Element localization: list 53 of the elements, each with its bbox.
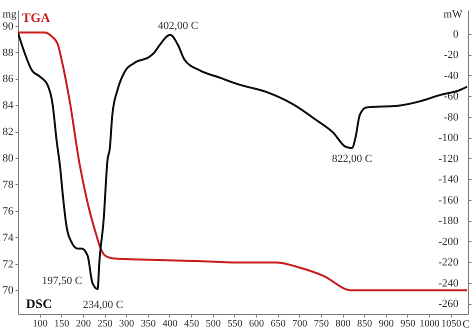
series-label: TGA (22, 10, 51, 25)
y-tick-label: 82 (2, 126, 14, 138)
y-tick-label: 88 (2, 46, 14, 59)
y-tick-label: 80 (2, 152, 14, 165)
x-tick-label: 200 (76, 318, 91, 329)
annotation: 402,00 C (158, 20, 198, 32)
x-tick-label: 1000 (420, 318, 440, 329)
x-tick-label: 100 (32, 318, 48, 329)
y-tick-label: 78 (2, 178, 14, 191)
x-tick-label: 450 (184, 318, 200, 329)
x-tick-label: 850 (357, 318, 372, 329)
y-tick-label: 90 (2, 20, 14, 32)
x-tick-label: 900 (378, 318, 394, 329)
x-tick-label: 300 (119, 318, 134, 329)
annotation: 234,00 C (82, 299, 124, 311)
x-tick-label: 600 (248, 318, 264, 329)
x-tick-label: 250 (98, 318, 113, 329)
x-tick-label: 550 (227, 318, 242, 329)
y-tick-label: 84 (2, 100, 14, 112)
y-tick-label: 70 (2, 284, 14, 297)
text: DSC (26, 296, 52, 311)
x-tick-label: 1050 (441, 318, 462, 329)
x-tick-label: 700 (292, 318, 308, 329)
y2-tick-label: -20 (444, 49, 459, 62)
y2-tick-label: -40 (444, 70, 459, 82)
y-tick-label: 74 (2, 232, 14, 244)
y2-tick-label: -160 (438, 194, 459, 206)
x-tick-label: 350 (140, 318, 156, 329)
y2-tick-label: 0 (453, 28, 459, 40)
y-tick-label: 76 (2, 205, 14, 218)
y-tick-label: 86 (2, 73, 14, 86)
x-tick-label: 800 (336, 318, 351, 329)
y2-tick-label: -180 (438, 215, 459, 228)
y-tick-label: 72 (2, 258, 14, 270)
x-tick-label: 150 (54, 318, 70, 329)
y2-tick-label: -240 (438, 277, 459, 290)
y2-tick-label: -260 (438, 298, 459, 310)
y2-tick-label: -120 (438, 152, 459, 165)
y2-axis-title: mW (444, 8, 464, 20)
x-tick-label: 750 (314, 318, 329, 329)
x-tick-label: 400 (162, 318, 178, 329)
x-tick-label: 500 (206, 318, 221, 329)
x-tick-label: 650 (270, 318, 286, 329)
y-axis-title: mg (2, 8, 17, 20)
y2-tick-label: -80 (444, 111, 459, 124)
annotation: 822,00 C (332, 153, 372, 165)
annotation: 197,50 C (42, 275, 82, 287)
y2-tick-label: -220 (438, 256, 459, 269)
y2-tick-label: -140 (438, 174, 459, 186)
x-tick-label: 950 (400, 318, 416, 329)
y2-tick-label: -200 (438, 236, 459, 248)
x-axis-title: C (462, 318, 470, 329)
y2-tick-label: -100 (438, 132, 459, 144)
